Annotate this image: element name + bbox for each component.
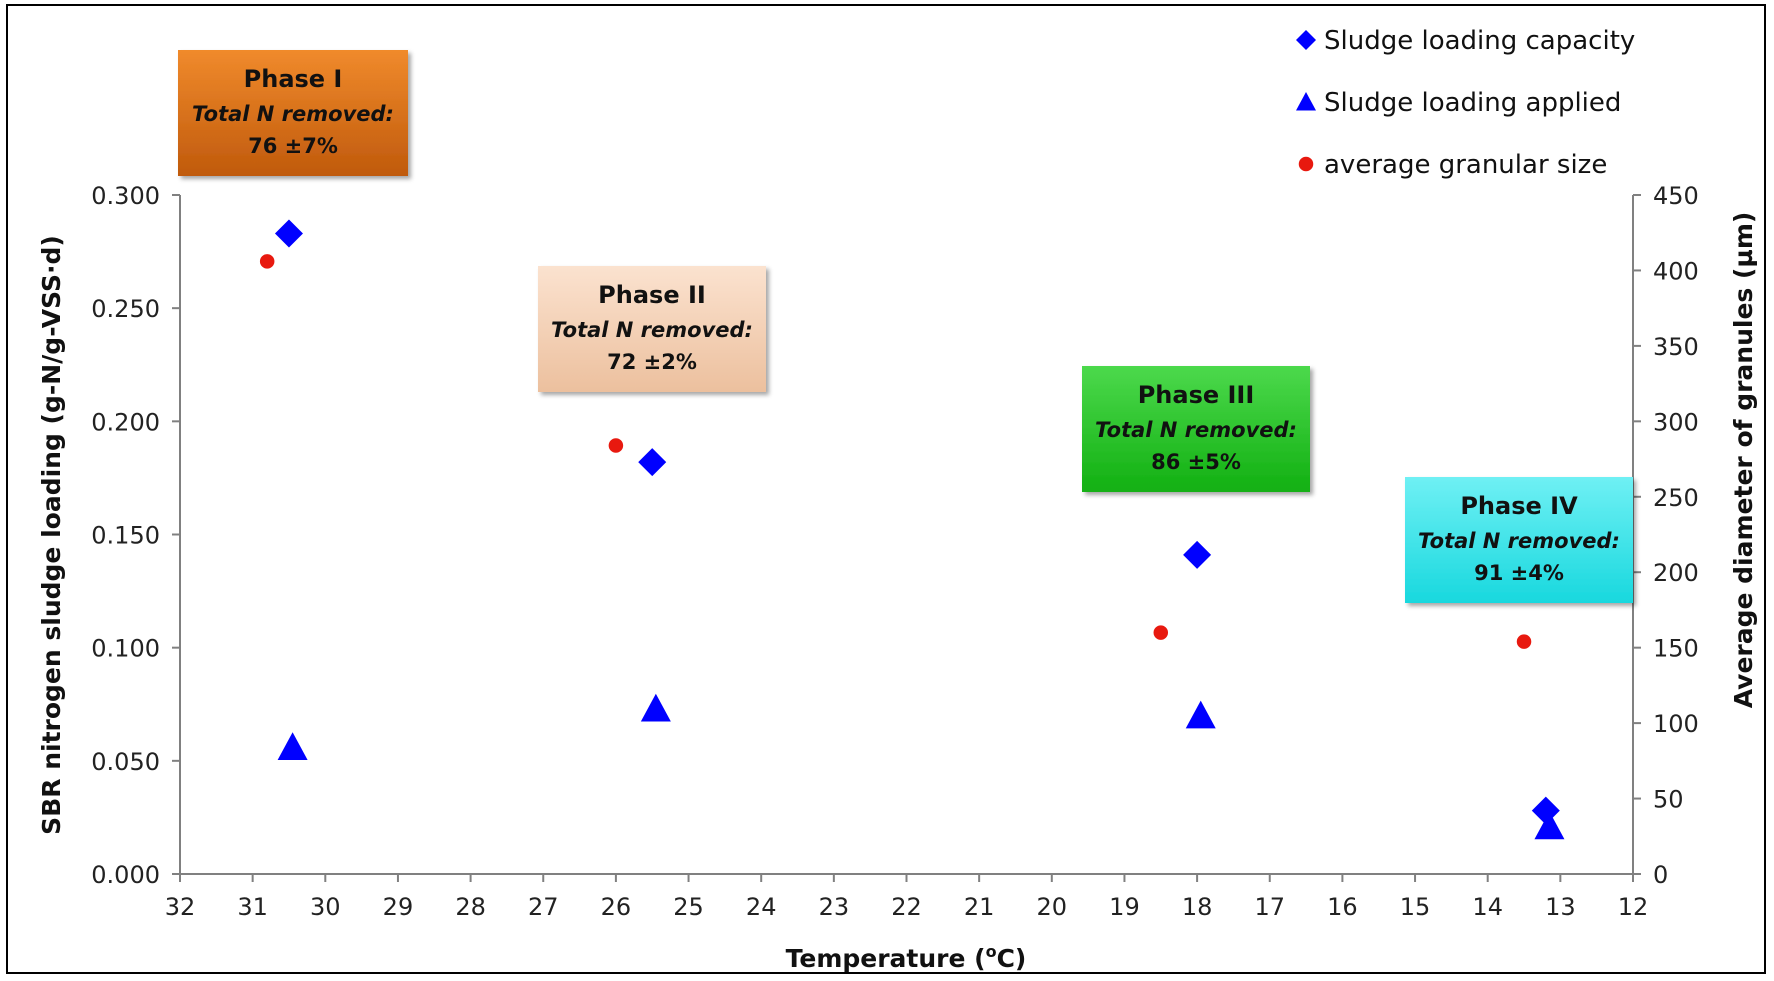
x-tick-label: 25 bbox=[673, 893, 704, 921]
triangle-point bbox=[1534, 811, 1565, 840]
phase-value: 76 ±7% bbox=[248, 134, 338, 158]
y-tick-label: 0.000 bbox=[91, 861, 160, 889]
x-tick-label: 24 bbox=[746, 893, 777, 921]
y2-tick-label: 450 bbox=[1653, 182, 1699, 210]
x-tick-label: 12 bbox=[1618, 893, 1649, 921]
legend-label: Sludge loading applied bbox=[1324, 88, 1621, 118]
phase-value: 91 ±4% bbox=[1474, 561, 1564, 585]
x-tick-label: 26 bbox=[601, 893, 632, 921]
circle-point bbox=[1152, 623, 1170, 642]
y2-axis-title: Average diameter of granules (µm) bbox=[1729, 212, 1758, 709]
y-ticks: 0.000 0.050 0.100 0.150 0.200 0.250 0.300 bbox=[91, 182, 180, 889]
x-tick-label: 23 bbox=[819, 893, 850, 921]
y2-tick-label: 0 bbox=[1653, 861, 1668, 889]
data-markers bbox=[258, 219, 1565, 840]
x-tick-label: 14 bbox=[1472, 893, 1503, 921]
phase-box bbox=[538, 266, 766, 392]
x-tick-label: 15 bbox=[1400, 893, 1431, 921]
x-tick-label: 31 bbox=[237, 893, 268, 921]
x-tick-label: 20 bbox=[1037, 893, 1068, 921]
phase-subtitle: Total N removed: bbox=[1418, 529, 1620, 553]
triangle-point bbox=[277, 732, 308, 761]
y2-ticks: 0 50 100 150 200 250 300 350 400 450 bbox=[1633, 182, 1699, 889]
y-tick-label: 0.250 bbox=[91, 295, 160, 323]
phase-annotation: Phase II Total N removed: 72 ±2% bbox=[538, 266, 766, 392]
y2-tick-label: 100 bbox=[1653, 710, 1699, 738]
y2-tick-label: 50 bbox=[1653, 786, 1684, 814]
phase-value: 72 ±2% bbox=[607, 350, 697, 374]
circle-point bbox=[607, 436, 625, 455]
y2-tick-label: 200 bbox=[1653, 559, 1699, 587]
phase-box bbox=[178, 50, 408, 176]
triangle-point bbox=[640, 693, 671, 722]
circle-point bbox=[1515, 632, 1533, 651]
phase-title: Phase III bbox=[1138, 381, 1255, 409]
x-tick-label: 21 bbox=[964, 893, 995, 921]
x-tick-label: 32 bbox=[165, 893, 196, 921]
diamond-point bbox=[638, 448, 667, 477]
legend-item: average granular size bbox=[1297, 150, 1607, 180]
phase-box bbox=[1405, 477, 1633, 603]
y-tick-label: 0.150 bbox=[91, 522, 160, 550]
x-tick-label: 29 bbox=[383, 893, 414, 921]
x-tick-label: 13 bbox=[1545, 893, 1576, 921]
x-tick-label: 18 bbox=[1182, 893, 1213, 921]
x-axis-title-main: Temperature ( bbox=[786, 944, 986, 973]
circle-point bbox=[258, 252, 276, 271]
legend-item: Sludge loading capacity bbox=[1296, 26, 1635, 56]
legend: Sludge loading capacity Sludge loading ap… bbox=[1296, 26, 1635, 180]
y2-tick-label: 400 bbox=[1653, 257, 1699, 285]
x-ticks: 32 31 30 29 28 27 26 25 24 23 22 21 20 19 18 17 16 15 14 13… bbox=[165, 874, 1649, 921]
y2-tick-label: 250 bbox=[1653, 484, 1699, 512]
x-axis-title-unit: C) bbox=[997, 944, 1027, 973]
chart-frame bbox=[6, 4, 1766, 974]
x-axis-title: Temperature (oC) bbox=[786, 942, 1027, 973]
x-tick-label: 27 bbox=[528, 893, 559, 921]
legend-diamond-icon bbox=[1296, 30, 1316, 50]
phase-box bbox=[1082, 366, 1310, 492]
phase-subtitle: Total N removed: bbox=[1095, 418, 1297, 442]
y2-tick-label: 150 bbox=[1653, 635, 1699, 663]
y-tick-label: 0.050 bbox=[91, 748, 160, 776]
y-tick-label: 0.200 bbox=[91, 408, 160, 436]
x-tick-label: 30 bbox=[310, 893, 341, 921]
legend-item: Sludge loading applied bbox=[1296, 88, 1621, 118]
diamond-point bbox=[1531, 796, 1560, 825]
phase-annotation: Phase I Total N removed: 76 ±7% bbox=[178, 50, 408, 176]
x-axis-title-superscript: o bbox=[986, 942, 997, 961]
y-axis-title: SBR nitrogen sludge loading (g-N/g-VSS·d… bbox=[37, 235, 66, 835]
legend-circle-icon bbox=[1297, 155, 1315, 173]
phase-annotations: Phase I Total N removed: 76 ±7% Phase II Tot… bbox=[178, 50, 1633, 603]
legend-label: Sludge loading capacity bbox=[1324, 26, 1635, 56]
triangle-point bbox=[1185, 700, 1216, 729]
y2-tick-label: 350 bbox=[1653, 333, 1699, 361]
x-tick-label: 19 bbox=[1109, 893, 1140, 921]
phase-annotation: Phase III Total N removed: 86 ±5% bbox=[1082, 366, 1310, 492]
y-tick-label: 0.100 bbox=[91, 635, 160, 663]
phase-annotation: Phase IV Total N removed: 91 ±4% bbox=[1405, 477, 1633, 603]
x-tick-label: 28 bbox=[455, 893, 486, 921]
diamond-point bbox=[1183, 540, 1212, 569]
phase-title: Phase IV bbox=[1460, 492, 1578, 520]
legend-label: average granular size bbox=[1324, 150, 1607, 180]
phase-subtitle: Total N removed: bbox=[192, 102, 394, 126]
phase-value: 86 ±5% bbox=[1151, 450, 1241, 474]
phase-subtitle: Total N removed: bbox=[551, 318, 753, 342]
legend-triangle-icon bbox=[1296, 92, 1316, 111]
x-tick-label: 16 bbox=[1327, 893, 1358, 921]
y-tick-label: 0.300 bbox=[91, 182, 160, 210]
y2-tick-label: 300 bbox=[1653, 408, 1699, 436]
phase-title: Phase I bbox=[244, 65, 343, 93]
x-tick-label: 22 bbox=[891, 893, 922, 921]
phase-title: Phase II bbox=[598, 281, 706, 309]
diamond-point bbox=[274, 219, 303, 248]
x-tick-label: 17 bbox=[1254, 893, 1285, 921]
